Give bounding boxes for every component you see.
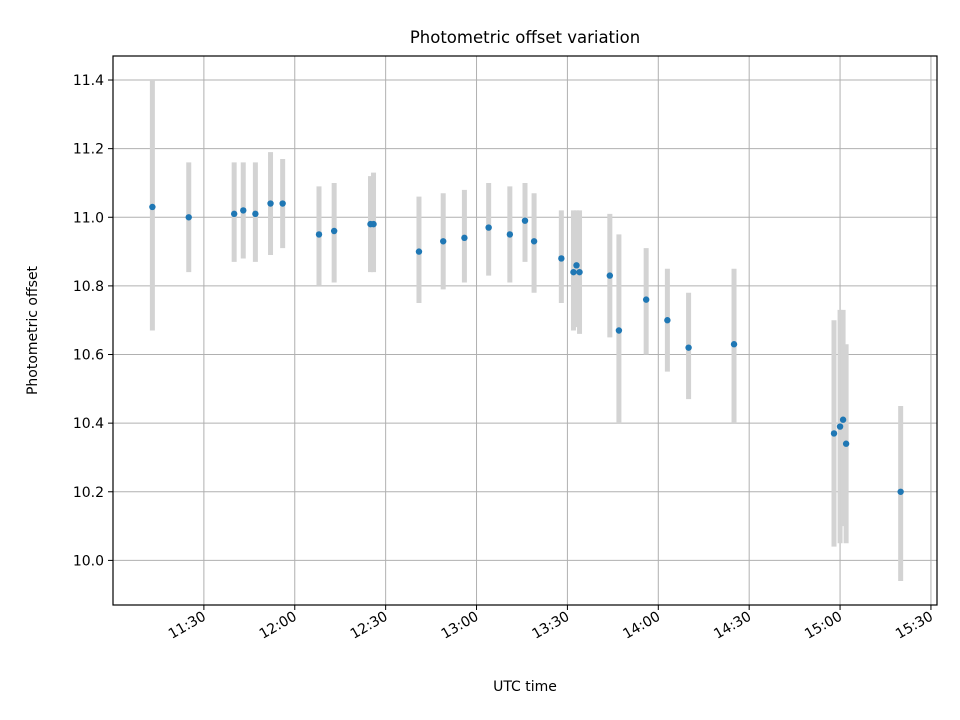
data-point [642,296,650,303]
y-tick-label: 11.0 [73,210,104,226]
data-point [330,227,338,235]
data-points [149,200,904,495]
data-point [558,255,565,262]
y-tick-label: 11.4 [73,73,104,89]
data-point [185,214,192,221]
y-tick-label: 11.2 [73,142,104,158]
data-point [370,220,377,228]
data-point [252,210,259,218]
data-point [685,344,692,351]
data-point [573,262,580,269]
data-point [521,217,529,224]
data-point [606,272,614,279]
plot-frame [112,55,938,606]
data-point [664,317,671,324]
data-point [279,200,286,207]
data-point [615,327,623,334]
data-point [836,423,844,430]
data-point [267,200,274,207]
data-point [576,268,583,276]
data-point [570,268,577,276]
grid-lines [113,56,937,605]
x-axis-label: UTC time [493,679,557,695]
data-point [897,488,904,495]
data-point [315,231,323,238]
y-tick-label: 10.8 [73,279,104,295]
data-point [730,341,738,348]
data-point [440,238,447,245]
data-point [149,203,156,211]
data-point [485,224,492,231]
y-axis-ticks: 10.0 10.2 10.4 10.6 10.8 11.0 11.2 11.4 [73,73,113,569]
data-point [230,210,238,218]
data-point [415,248,423,255]
data-point [842,440,850,447]
data-point [461,234,468,242]
y-tick-label: 10.2 [73,485,104,501]
data-point [530,238,538,245]
data-point [506,231,514,238]
y-tick-label: 10.0 [73,553,104,569]
y-tick-label: 10.6 [73,348,104,364]
y-axis-label: Photometric offset [25,265,41,395]
data-point [839,416,847,423]
data-point [830,430,838,437]
chart-title: Photometric offset variation [410,28,640,47]
data-point [240,207,247,214]
y-tick-label: 10.4 [73,416,104,432]
